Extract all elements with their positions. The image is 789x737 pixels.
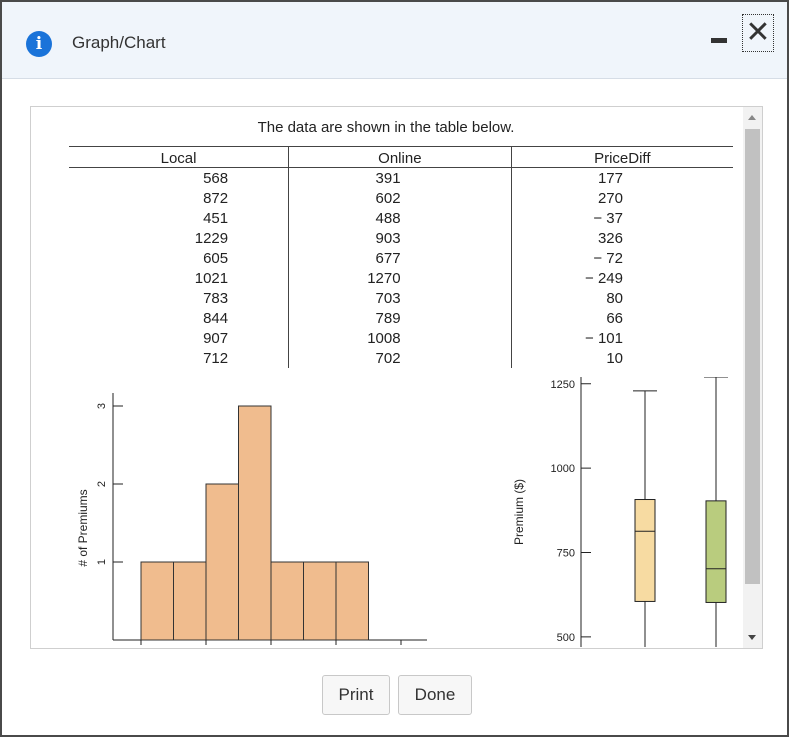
boxplot-y-label: Premium ($) (512, 479, 526, 545)
scroll-up-arrow-icon[interactable] (748, 115, 756, 120)
cell-pricediff: 177 (510, 167, 733, 188)
cell-online: 1270 (288, 268, 512, 288)
cell-pricediff: − 249 (510, 268, 733, 288)
histogram-y-tick-label: 1 (96, 559, 108, 565)
table-row: 1229 903 326 (69, 228, 733, 248)
cell-pricediff: 66 (510, 308, 733, 328)
dialog-title: Graph/Chart (72, 33, 166, 52)
table-row: 783 703 80 (69, 288, 733, 308)
cell-online: 702 (288, 348, 512, 368)
dialog-titlebar: i Graph/Chart ✕ (2, 2, 787, 79)
cell-pricediff: 10 (510, 348, 733, 368)
cell-online: 488 (288, 208, 512, 228)
vertical-scrollbar[interactable] (743, 107, 762, 648)
cell-online: 602 (288, 188, 512, 208)
column-header-online: Online (288, 146, 512, 168)
table-row: 844 789 66 (69, 308, 733, 328)
done-button[interactable]: Done (398, 675, 472, 715)
boxplot-y-tick-label: 1000 (551, 463, 575, 475)
cell-local: 1021 (194, 269, 229, 287)
table-row: 907 1008− 101 (69, 328, 733, 348)
histogram-bar (303, 561, 337, 641)
histogram-bar (173, 561, 207, 641)
cell-local: 872 (203, 189, 229, 207)
cell-pricediff: 80 (510, 288, 733, 308)
cell-online: 703 (288, 288, 512, 308)
boxplot-y-tick-label: 500 (557, 632, 575, 644)
cell-online: 903 (288, 228, 512, 248)
cell-local: 451 (203, 209, 229, 227)
cell-local: 907 (203, 329, 229, 347)
scroll-thumb[interactable] (745, 129, 760, 584)
histogram-bar (270, 561, 304, 641)
scroll-down-arrow-icon[interactable] (748, 635, 756, 640)
cell-online: 1008 (288, 328, 512, 348)
boxplot-box (705, 500, 727, 603)
histogram-bar (140, 561, 174, 641)
histogram-bar (335, 561, 369, 641)
cell-pricediff: 326 (510, 228, 733, 248)
histogram-bar (238, 405, 272, 641)
minimize-icon[interactable] (708, 26, 732, 50)
histogram-y-tick-label: 3 (96, 403, 108, 409)
cell-online: 789 (288, 308, 512, 328)
cell-pricediff: − 72 (510, 248, 733, 268)
print-button[interactable]: Print (322, 675, 390, 715)
table-row: 605 677− 72 (69, 248, 733, 268)
table-row: 568 391 177 (69, 167, 733, 188)
table-row: 451 488− 37 (69, 208, 733, 228)
table-row: 872 602 270 (69, 188, 733, 208)
cell-local: 1229 (194, 229, 229, 247)
histogram-y-tick-label: 2 (96, 481, 108, 487)
cell-local: 712 (203, 349, 229, 367)
table-caption: The data are shown in the table below. (257, 119, 515, 136)
histogram-bar (205, 483, 239, 641)
boxplot-y-tick-label: 1250 (551, 379, 575, 391)
close-icon[interactable]: ✕ (742, 14, 774, 52)
table-body: 568 391 177 872 602 270 451 488− 37 1229 903 326 60… (69, 167, 733, 368)
boxplot-box (634, 499, 656, 602)
table-row: 712 702 10 (69, 348, 733, 368)
cell-local: 605 (203, 249, 229, 267)
table-row: 1021 1270− 249 (69, 268, 733, 288)
histogram-y-label: # of Premiums (76, 489, 90, 566)
column-header-pricediff: PriceDiff (510, 146, 733, 168)
cell-online: 391 (288, 167, 512, 188)
cell-pricediff: − 101 (510, 328, 733, 348)
cell-pricediff: 270 (510, 188, 733, 208)
cell-local: 844 (203, 309, 229, 327)
column-header-local: Local (69, 146, 289, 168)
cell-online: 677 (288, 248, 512, 268)
histogram-chart: # of Premiums 1 2 3 (76, 393, 427, 645)
boxplot-y-tick-label: 750 (557, 548, 575, 560)
cell-pricediff: − 37 (510, 208, 733, 228)
data-table: Local Online PriceDiff 568 391 177 872 602 27… (69, 146, 733, 368)
info-icon: i (26, 31, 52, 57)
boxplot-chart: Premium ($) 500 750 1000 1250 (512, 377, 728, 647)
cell-local: 568 (203, 169, 229, 187)
cell-local: 783 (203, 289, 229, 307)
content-scroll-area[interactable]: The data are shown in the table below. L… (30, 106, 763, 649)
